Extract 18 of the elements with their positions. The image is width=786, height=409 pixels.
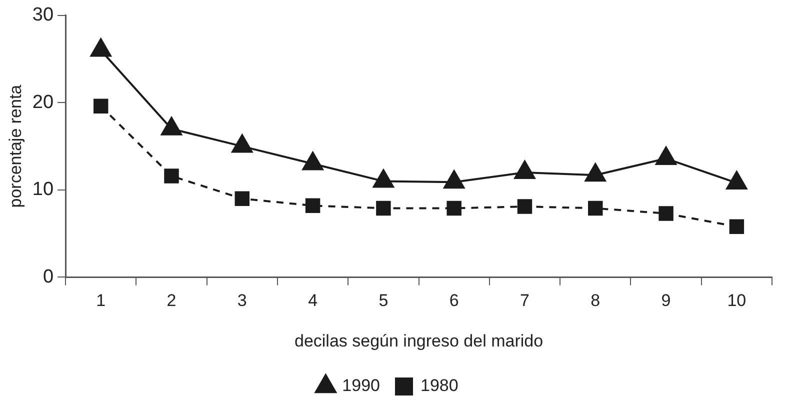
- x-tick-label: 9: [661, 291, 671, 310]
- x-tick-label: 8: [590, 291, 600, 310]
- y-axis-title: porcentaje renta: [6, 84, 25, 208]
- x-tick-label: 4: [308, 291, 318, 310]
- x-tick-label: 1: [96, 291, 106, 310]
- x-tick-label: 3: [237, 291, 247, 310]
- x-tick-label: 6: [449, 291, 459, 310]
- legend-label: 1980: [420, 376, 458, 396]
- y-tick-label: 0: [42, 266, 54, 288]
- y-tick-label: 30: [32, 4, 54, 26]
- x-tick-label: 10: [727, 291, 746, 310]
- x-axis-title: decilas según ingreso del marido: [294, 331, 544, 350]
- legend-label: 1990: [342, 376, 380, 396]
- y-tick-label: 10: [32, 179, 54, 200]
- x-tick-label: 7: [520, 291, 530, 310]
- y-tick-label: 20: [32, 92, 54, 113]
- x-tick-label: 2: [166, 291, 176, 310]
- x-tick-label: 5: [378, 291, 388, 310]
